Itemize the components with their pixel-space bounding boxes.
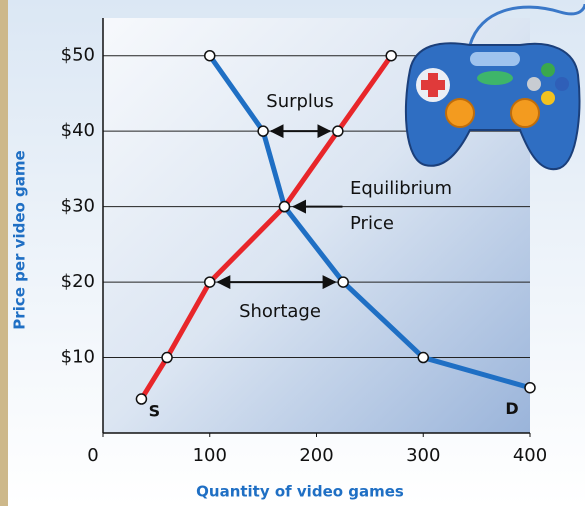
x-tick-label: 0 — [87, 445, 98, 466]
point — [386, 51, 396, 61]
series-label: D — [505, 399, 518, 418]
point — [162, 353, 172, 363]
point — [525, 383, 535, 393]
annotation: Equilibrium — [350, 178, 452, 199]
annotation: Price — [350, 213, 394, 234]
side-strip — [0, 0, 8, 506]
stick — [446, 99, 474, 127]
y-tick-label: $10 — [61, 347, 95, 368]
series-label: S — [149, 402, 161, 421]
point — [136, 394, 146, 404]
point — [338, 277, 348, 287]
chart: Quantity of video games Price per video … — [0, 0, 585, 506]
button — [555, 77, 569, 91]
button — [527, 77, 541, 91]
point — [205, 51, 215, 61]
x-axis-label: Quantity of video games — [196, 483, 404, 501]
x-tick-label: 400 — [513, 445, 547, 466]
y-tick-label: $20 — [61, 271, 95, 292]
x-tick-label: 100 — [193, 445, 227, 466]
annotation: Surplus — [266, 91, 333, 112]
point — [205, 277, 215, 287]
y-tick-label: $40 — [61, 120, 95, 141]
x-tick-label: 300 — [406, 445, 440, 466]
x-tick-label: 200 — [299, 445, 333, 466]
button — [541, 91, 555, 105]
y-axis-label: Price per video game — [11, 150, 29, 329]
point — [333, 126, 343, 136]
y-tick-label: $30 — [61, 196, 95, 217]
point — [279, 202, 289, 212]
button — [541, 63, 555, 77]
center-buttons — [477, 71, 513, 85]
point — [258, 126, 268, 136]
pad-top — [470, 52, 520, 66]
annotation: Shortage — [239, 301, 321, 322]
stick — [511, 99, 539, 127]
point — [418, 353, 428, 363]
y-tick-label: $50 — [61, 45, 95, 66]
